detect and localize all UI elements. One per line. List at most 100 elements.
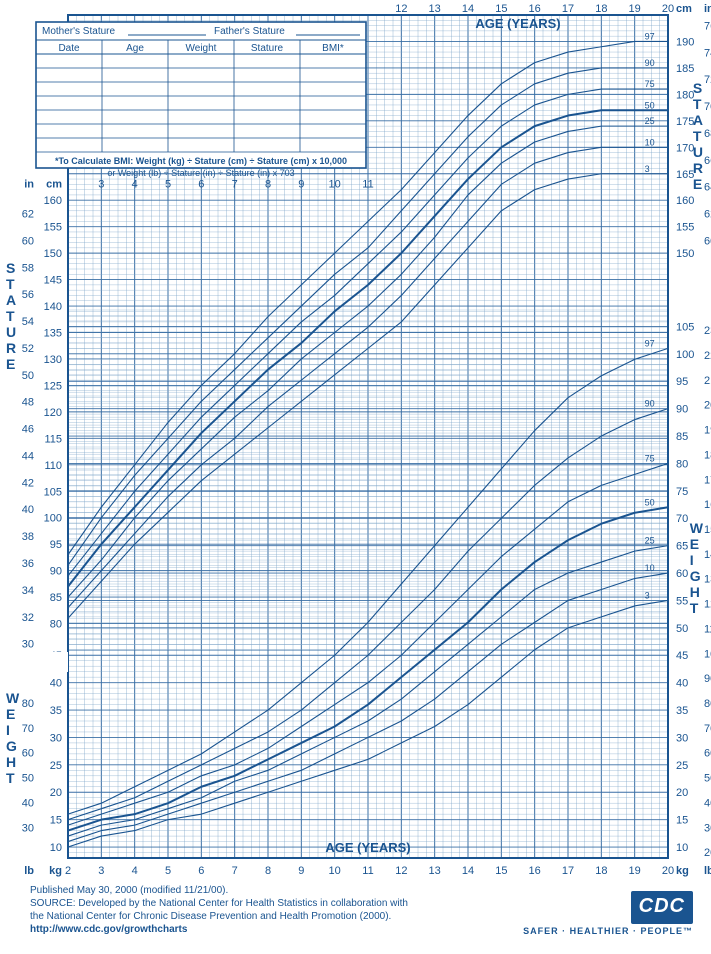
svg-text:50: 50	[676, 623, 688, 635]
svg-text:100: 100	[44, 513, 62, 525]
svg-text:42: 42	[22, 477, 34, 489]
svg-text:165: 165	[676, 169, 694, 181]
svg-text:50: 50	[645, 497, 655, 507]
svg-text:8: 8	[265, 865, 271, 877]
svg-text:60: 60	[676, 568, 688, 580]
svg-text:kg: kg	[49, 865, 62, 877]
svg-text:35: 35	[50, 705, 62, 717]
svg-text:9: 9	[298, 179, 304, 191]
svg-text:70: 70	[676, 513, 688, 525]
svg-text:170: 170	[676, 142, 694, 154]
svg-text:150: 150	[676, 248, 694, 260]
svg-text:185: 185	[676, 63, 694, 75]
svg-text:130: 130	[44, 354, 62, 366]
svg-text:105: 105	[44, 486, 62, 498]
svg-text:14: 14	[462, 865, 474, 877]
svg-text:3: 3	[645, 590, 650, 600]
svg-text:20: 20	[662, 865, 674, 877]
svg-text:56: 56	[22, 289, 34, 301]
svg-text:8: 8	[265, 179, 271, 191]
svg-text:85: 85	[50, 592, 62, 604]
svg-text:55: 55	[676, 595, 688, 607]
svg-text:135: 135	[44, 328, 62, 340]
svg-text:20: 20	[704, 847, 711, 859]
svg-text:38: 38	[22, 531, 34, 543]
svg-text:30: 30	[22, 822, 34, 834]
source-footer: Published May 30, 2000 (modified 11/21/0…	[30, 884, 408, 936]
svg-text:18: 18	[595, 3, 607, 15]
svg-text:*To Calculate BMI: Weight (kg): *To Calculate BMI: Weight (kg) ÷ Stature…	[55, 156, 347, 166]
svg-text:7: 7	[232, 865, 238, 877]
footer-url: http://www.cdc.gov/growthcharts	[30, 923, 408, 936]
svg-text:70: 70	[704, 723, 711, 735]
svg-text:54: 54	[22, 316, 34, 328]
weight-label-right: WEIGHT	[690, 520, 709, 616]
svg-text:4: 4	[132, 179, 138, 191]
svg-text:60: 60	[704, 235, 711, 247]
svg-text:60: 60	[704, 748, 711, 760]
svg-text:62: 62	[22, 209, 34, 221]
svg-text:11: 11	[362, 179, 373, 191]
svg-text:17: 17	[562, 3, 574, 15]
svg-text:9: 9	[298, 865, 304, 877]
svg-text:60: 60	[22, 235, 34, 247]
weight-label-left: WEIGHT	[6, 690, 25, 786]
svg-text:or Weight (lb) ÷ Stature (in): or Weight (lb) ÷ Stature (in) ÷ Stature …	[107, 168, 294, 178]
svg-text:160: 160	[704, 499, 711, 511]
svg-text:13: 13	[429, 865, 441, 877]
svg-text:20: 20	[50, 787, 62, 799]
svg-text:76: 76	[704, 20, 711, 32]
svg-text:15: 15	[50, 815, 62, 827]
svg-text:155: 155	[676, 222, 694, 234]
svg-text:kg: kg	[676, 865, 689, 877]
cdc-logo-icon: CDC	[631, 891, 693, 924]
svg-text:180: 180	[676, 89, 694, 101]
svg-text:74: 74	[704, 47, 711, 59]
svg-text:120: 120	[44, 407, 62, 419]
svg-text:90: 90	[50, 566, 62, 578]
svg-text:40: 40	[676, 678, 688, 690]
svg-text:Weight: Weight	[186, 43, 217, 54]
svg-text:BMI*: BMI*	[322, 43, 344, 54]
svg-text:180: 180	[704, 449, 711, 461]
svg-text:48: 48	[22, 397, 34, 409]
svg-text:12: 12	[395, 865, 407, 877]
svg-text:15: 15	[495, 3, 507, 15]
svg-text:15: 15	[495, 865, 507, 877]
svg-text:lb: lb	[704, 865, 711, 877]
svg-text:10: 10	[50, 842, 62, 854]
svg-text:160: 160	[44, 195, 62, 207]
svg-text:75: 75	[676, 486, 688, 498]
svg-text:50: 50	[22, 370, 34, 382]
svg-text:220: 220	[704, 350, 711, 362]
svg-text:97: 97	[645, 338, 655, 348]
svg-text:175: 175	[676, 116, 694, 128]
svg-text:200: 200	[704, 400, 711, 412]
svg-text:10: 10	[676, 842, 688, 854]
svg-text:35: 35	[676, 705, 688, 717]
svg-text:30: 30	[50, 732, 62, 744]
svg-text:45: 45	[676, 650, 688, 662]
svg-text:110: 110	[704, 623, 711, 635]
svg-text:2: 2	[65, 865, 71, 877]
svg-text:5: 5	[165, 865, 171, 877]
svg-text:7: 7	[232, 179, 238, 191]
svg-text:18: 18	[595, 865, 607, 877]
footer-line1: Published May 30, 2000 (modified 11/21/0…	[30, 884, 408, 897]
svg-text:36: 36	[22, 558, 34, 570]
svg-text:in: in	[24, 179, 34, 191]
svg-text:90: 90	[676, 404, 688, 416]
svg-text:44: 44	[22, 450, 34, 462]
svg-text:95: 95	[50, 539, 62, 551]
svg-text:15: 15	[676, 815, 688, 827]
svg-text:25: 25	[676, 760, 688, 772]
svg-text:150: 150	[44, 248, 62, 260]
svg-text:155: 155	[44, 222, 62, 234]
svg-text:3: 3	[98, 865, 104, 877]
svg-text:17: 17	[562, 865, 574, 877]
svg-text:3: 3	[645, 164, 650, 174]
svg-text:5: 5	[165, 179, 171, 191]
footer-line3: the National Center for Chronic Disease …	[30, 910, 408, 923]
svg-text:52: 52	[22, 343, 34, 355]
svg-text:65: 65	[676, 541, 688, 553]
